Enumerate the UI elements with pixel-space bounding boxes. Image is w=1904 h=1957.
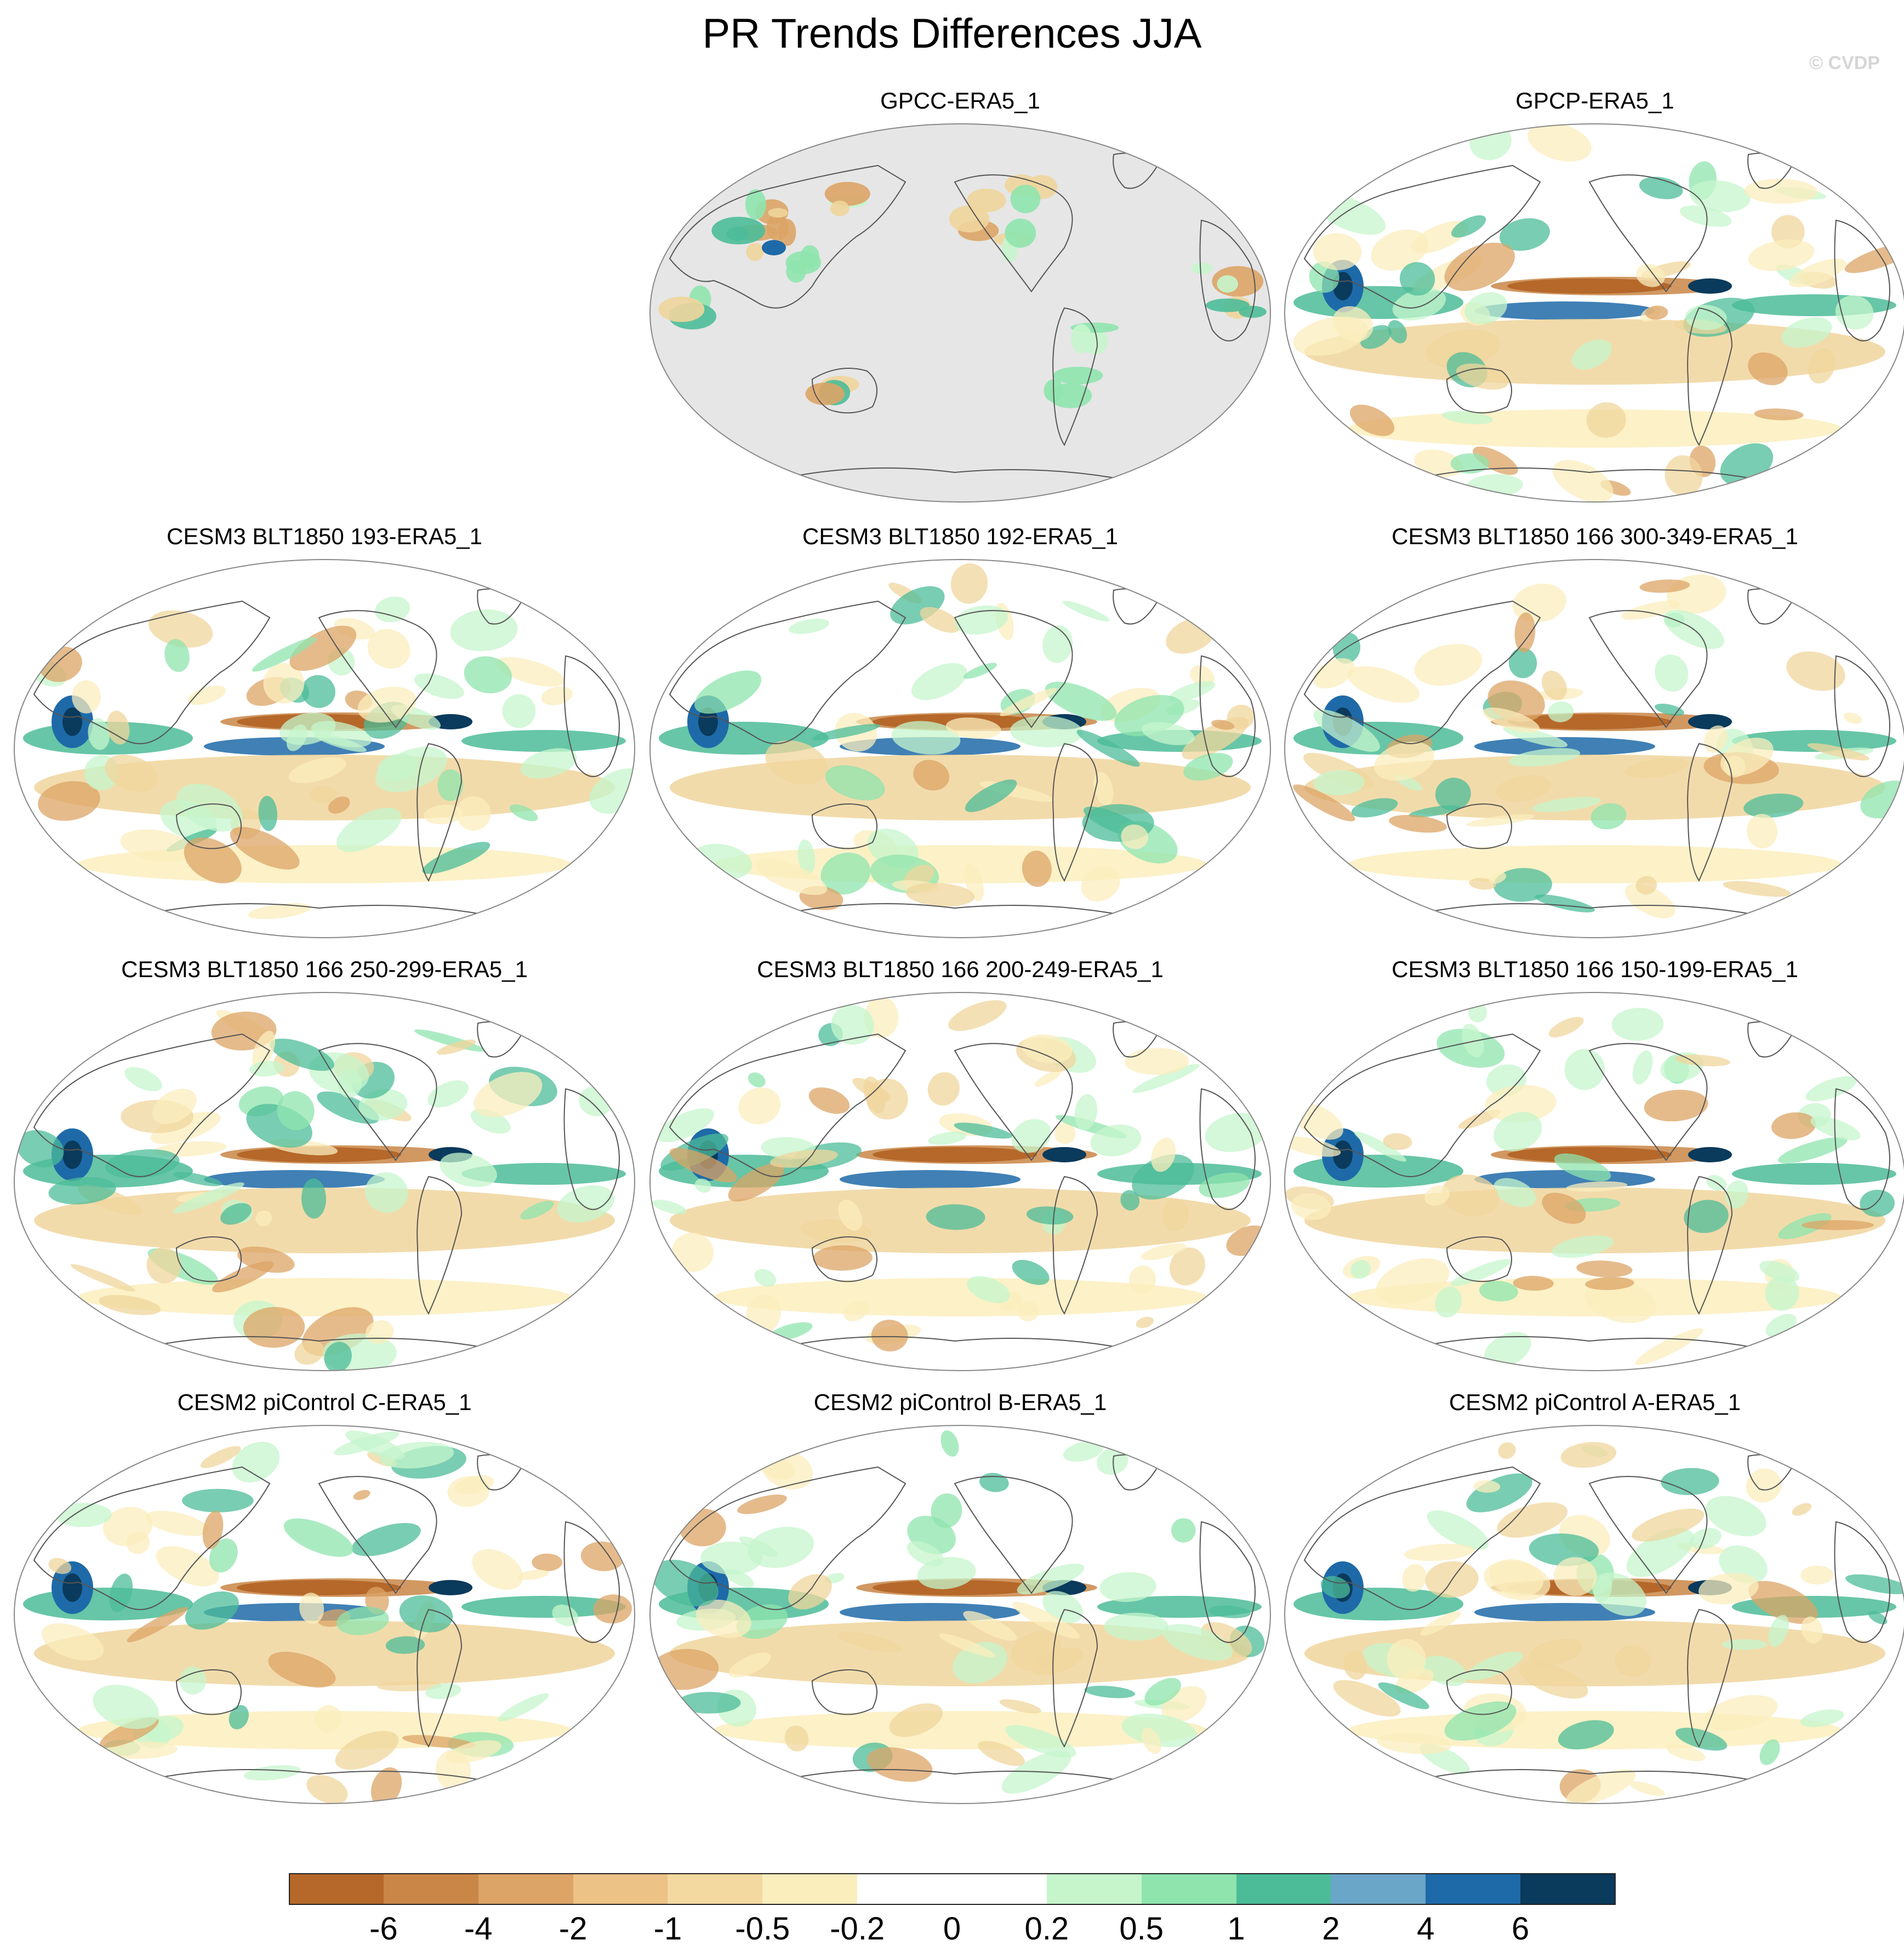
map-panel: CESM3 BLT1850 166 250-299-ERA5_1 [12,956,637,1373]
map-panel: GPCC-ERA5_1 [648,88,1273,504]
colorbar-tick-label: -0.2 [830,1911,885,1947]
map-border [649,1425,1271,1804]
colorbar-swatch [289,1873,384,1905]
map-background [650,124,1270,502]
map-border [1284,992,1904,1371]
map-panel-title: GPCC-ERA5_1 [880,88,1040,113]
map-panel-title: CESM3 BLT1850 166 150-199-ERA5_1 [1392,956,1798,982]
map-globe [649,1425,1271,1804]
coastlines [1303,152,1890,481]
colorbar-tick-label: -6 [369,1911,398,1947]
map-panel-title: CESM3 BLT1850 192-ERA5_1 [802,523,1118,549]
map-border [14,1425,635,1804]
colorbar-labels: -6 -4 -2 -1 -0.5 -0.2 0 0.2 0.5 1 2 4 6 [289,1910,1615,1949]
colorbar-tick-label: 0.5 [1119,1911,1164,1947]
map-panel-title: CESM3 BLT1850 193-ERA5_1 [167,523,482,549]
map-globe [14,1425,635,1804]
coastlines [1303,588,1890,917]
colorbar-swatch [573,1873,669,1905]
coastlines [33,1021,620,1350]
colorbar-swatch [857,1873,953,1905]
map-panel: CESM3 BLT1850 193-ERA5_1 [12,523,637,940]
colorbar-swatch [1046,1873,1142,1905]
precip-field [23,1430,632,1804]
colorbar-tick-label: 2 [1322,1911,1340,1947]
colorbar-tick-label: -0.5 [735,1911,790,1947]
coastlines [33,1454,620,1783]
map-panel-title: CESM3 BLT1850 166 250-299-ERA5_1 [121,956,528,982]
map-globe [14,559,635,938]
map-border [649,559,1271,938]
colorbar [289,1873,1616,1905]
map-panel: CESM2 piControl C-ERA5_1 [12,1389,637,1806]
map-panel-title: CESM3 BLT1850 166 200-249-ERA5_1 [757,956,1164,982]
coastlines [669,152,1256,481]
colorbar-swatch [1236,1873,1332,1905]
map-border [1284,559,1904,938]
colorbar-tick-label: -2 [558,1911,588,1947]
precip-field [658,174,1267,408]
colorbar-tick-label: -4 [464,1911,493,1947]
map-panel: CESM3 BLT1850 192-ERA5_1 [648,523,1273,940]
coastlines [669,588,1256,917]
map-panel-title: GPCP-ERA5_1 [1515,88,1674,113]
map-panel: CESM3 BLT1850 166 200-249-ERA5_1 [648,956,1273,1373]
map-border [1284,123,1904,503]
map-globe [649,559,1271,938]
colorbar-tick-label: 0.2 [1024,1911,1069,1947]
map-panel-title: CESM2 piControl B-ERA5_1 [813,1389,1107,1415]
colorbar-swatch [1331,1873,1427,1905]
colorbar-swatch [762,1873,858,1905]
precip-field [1293,124,1904,502]
colorbar-swatch [383,1873,479,1905]
map-border [14,559,635,938]
colorbar-tick-label: 1 [1227,1911,1245,1947]
colorbar-swatch [478,1873,574,1905]
map-panel-title: CESM3 BLT1850 166 300-349-ERA5_1 [1392,523,1798,549]
map-globe [1284,992,1904,1371]
precip-field [23,596,635,920]
precip-field [1293,1442,1904,1804]
coastlines [33,588,620,917]
map-panel: CESM2 piControl A-ERA5_1 [1282,1389,1904,1806]
colorbar-tick-label: 6 [1512,1911,1530,1947]
map-panel: CESM3 BLT1850 166 150-199-ERA5_1 [1282,956,1904,1373]
map-globe [1284,559,1904,938]
precip-field [652,996,1270,1352]
colorbar-swatch [668,1873,763,1905]
cvdp-credit: © CVDP [1809,53,1880,73]
coastlines [669,1021,1256,1350]
colorbar-swatch [952,1873,1047,1905]
map-border [649,123,1271,503]
map-panel: CESM2 piControl B-ERA5_1 [648,1389,1273,1806]
colorbar-swatch [1426,1873,1521,1905]
map-globe [1284,1425,1904,1804]
map-border [14,992,635,1371]
map-globe [649,123,1271,503]
map-border [1284,1425,1904,1804]
map-border [649,992,1271,1371]
map-panel-title: CESM2 piControl C-ERA5_1 [177,1389,472,1415]
colorbar-tick-label: -1 [653,1911,682,1947]
map-panel-title: CESM2 piControl A-ERA5_1 [1449,1389,1741,1415]
colorbar-swatch [1520,1873,1616,1905]
figure-title: PR Trends Differences JJA [702,10,1202,57]
colorbar-tick-label: 4 [1417,1911,1435,1947]
map-panel: CESM3 BLT1850 166 300-349-ERA5_1 [1282,523,1904,940]
colorbar-swatch [1141,1873,1237,1905]
map-globe [1284,123,1904,503]
precip-field [1285,1002,1896,1368]
map-panel: GPCP-ERA5_1 [1282,88,1904,504]
coastlines [669,1454,1256,1783]
colorbar-tick-label: 0 [943,1911,961,1947]
coastlines [1303,1454,1890,1783]
map-globe [649,992,1271,1371]
map-globe [14,992,635,1371]
